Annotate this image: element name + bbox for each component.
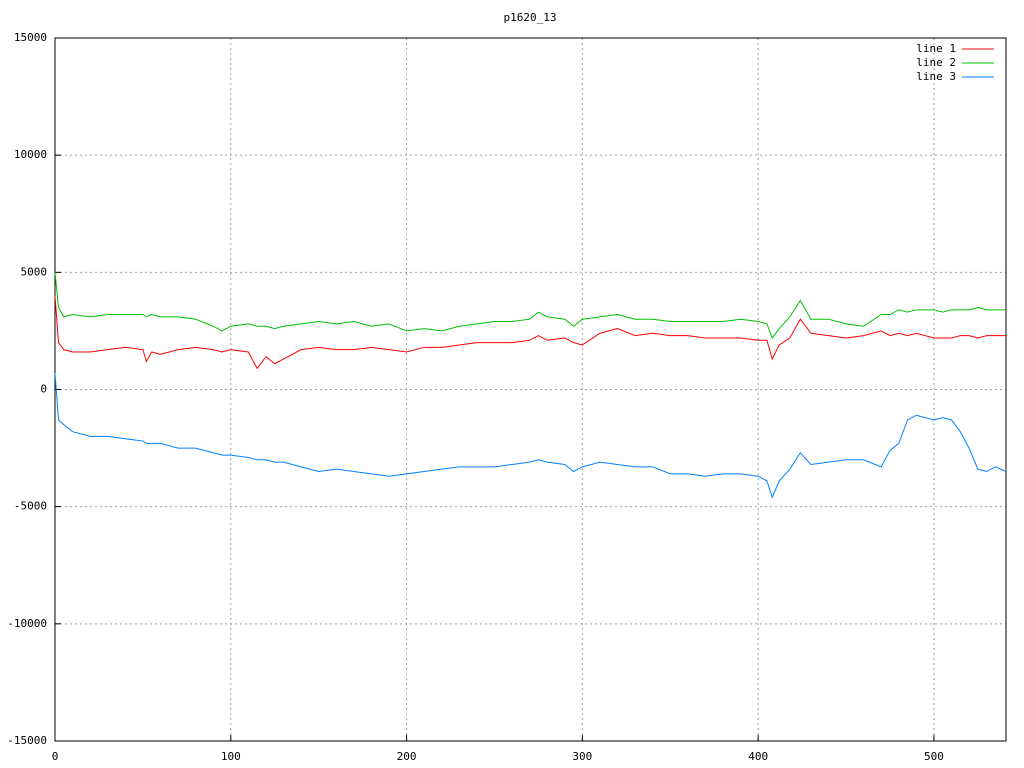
y-tick-label: -10000 xyxy=(7,617,47,630)
legend-label: line 1 xyxy=(916,42,956,55)
data-line xyxy=(54,373,1007,499)
x-tick-label: 500 xyxy=(924,750,944,763)
x-tick-label: 100 xyxy=(221,750,241,763)
x-tick-label: 200 xyxy=(397,750,417,763)
chart-title: p1620_13 xyxy=(504,11,557,24)
y-tick-label: -15000 xyxy=(7,734,47,747)
plot-border xyxy=(54,37,1007,742)
y-tick-label: -5000 xyxy=(14,500,47,513)
data-line xyxy=(54,272,1006,339)
legend-label: line 3 xyxy=(916,70,956,83)
x-tick-label: 0 xyxy=(52,750,59,763)
y-tick-label: 5000 xyxy=(21,265,48,278)
y-tick-label: 15000 xyxy=(14,31,47,44)
y-tick-label: 10000 xyxy=(14,148,47,161)
data-line xyxy=(54,295,1006,370)
y-tick-label: 0 xyxy=(40,383,47,396)
x-tick-label: 400 xyxy=(748,750,768,763)
legend-label: line 2 xyxy=(916,56,956,69)
x-tick-label: 300 xyxy=(572,750,592,763)
